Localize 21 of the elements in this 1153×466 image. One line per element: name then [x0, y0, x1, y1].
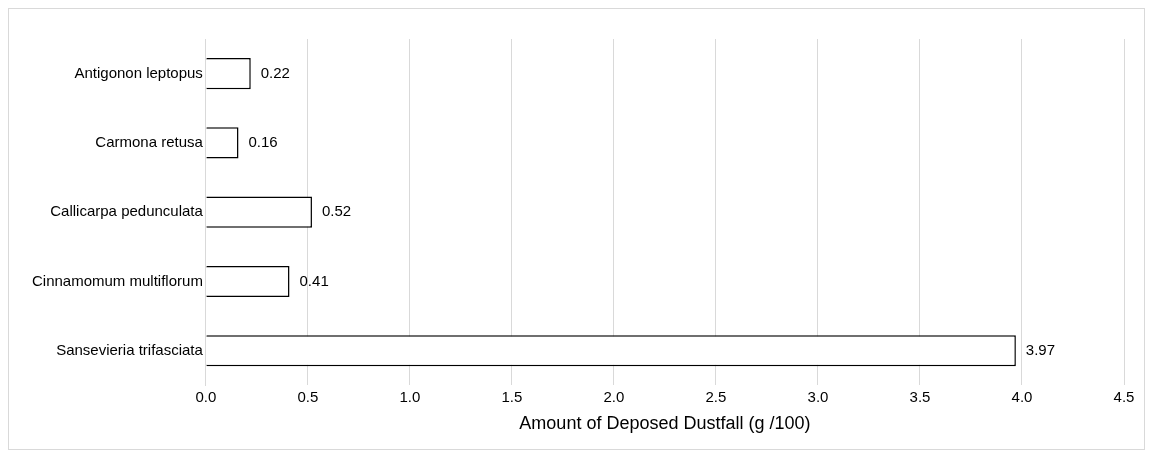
- data-label: 0.52: [321, 202, 352, 220]
- x-tick-label: 4.0: [1011, 387, 1033, 405]
- x-tick-label: 0.5: [297, 387, 319, 405]
- y-tick-label: Sansevieria trifasciata: [56, 340, 204, 358]
- x-axis-title: Amount of Deposed Dustfall (g /100): [519, 413, 811, 434]
- x-tick-label: 2.5: [705, 387, 727, 405]
- x-tick-label: 3.5: [909, 387, 931, 405]
- x-tick-label: 1.0: [399, 387, 421, 405]
- x-tick-label: 3.0: [807, 387, 829, 405]
- y-tick-label: Antigonon leptopus: [74, 63, 203, 81]
- x-tick-label: 4.5: [1113, 387, 1135, 405]
- data-label: 0.41: [299, 271, 329, 289]
- x-tick-label: 2.0: [603, 387, 625, 405]
- x-tick-label: 1.5: [501, 387, 523, 405]
- y-tick-label: Cinnamomum multiflorum: [32, 271, 203, 289]
- data-label: 0.16: [248, 133, 278, 151]
- y-tick-label: Callicarpa pedunculata: [50, 202, 204, 220]
- data-label: 0.22: [260, 63, 290, 81]
- data-label: 3.97: [1025, 340, 1056, 358]
- x-tick-label: 0.0: [195, 387, 217, 405]
- y-tick-label: Carmona retusa: [95, 133, 204, 151]
